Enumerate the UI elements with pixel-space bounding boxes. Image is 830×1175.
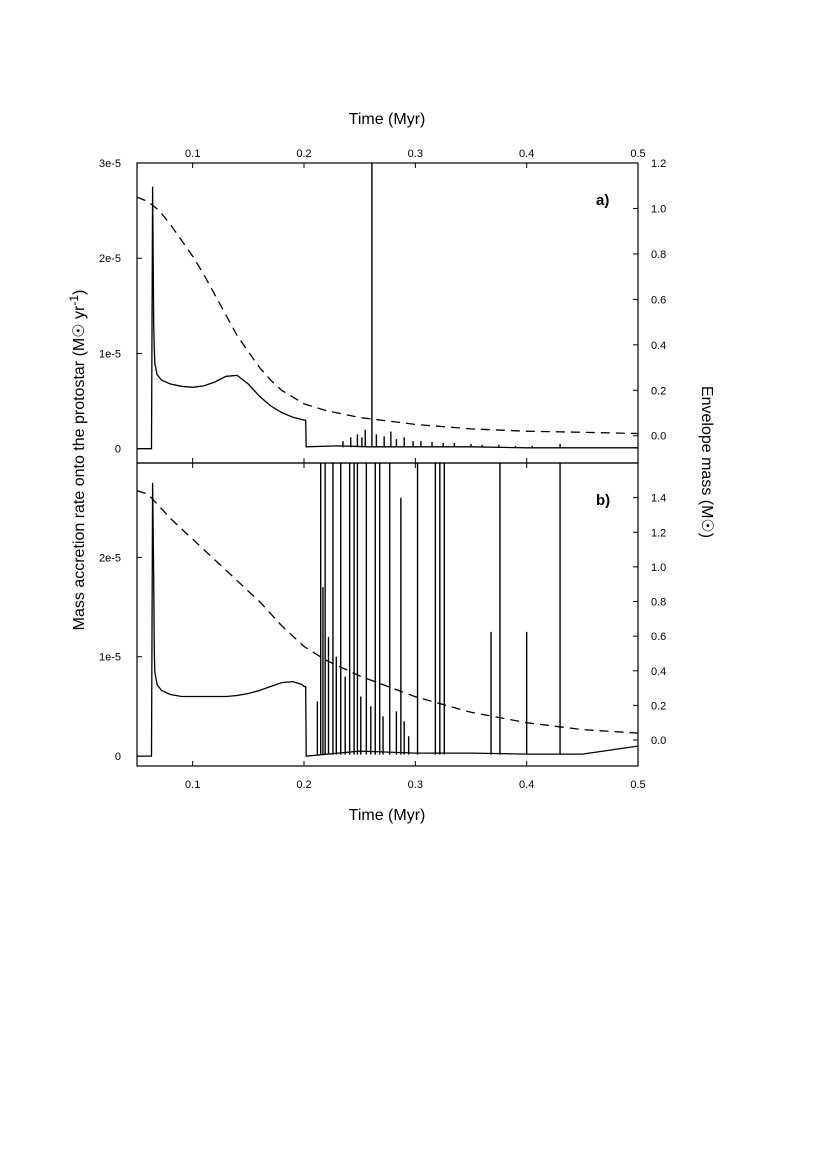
- envelope-mass-line: [136, 490, 639, 734]
- y-right-tick-label: 0.4: [651, 666, 666, 678]
- y-right-tick-label: 0.8: [651, 597, 666, 609]
- top-x-tick-label: 0.3: [408, 148, 423, 160]
- x-axis-title: Time (Myr): [349, 807, 426, 824]
- y-left-tick-label: 1e-5: [99, 652, 121, 664]
- y-right-tick-label: 0.0: [651, 431, 666, 443]
- y-right-tick-label: 0.2: [651, 700, 666, 712]
- accretion-rate-line: [137, 186, 638, 450]
- x-tick-label: 0.2: [296, 779, 311, 791]
- y-right-tick-label: 0.8: [651, 249, 666, 261]
- y-left-tick-label: 0: [115, 751, 121, 763]
- accretion-rate-line: [137, 482, 639, 757]
- x-tick-label: 0.5: [630, 779, 645, 791]
- panels: 0.1 0.2 0.3 0.4 0.5 0 1e-5 2e-5 3e-5 0.0 0.2 0.4 0.6…: [99, 148, 666, 791]
- y-left-tick-label: 3e-5: [99, 158, 121, 170]
- y-right-tick-label: 1.0: [651, 562, 666, 574]
- panel-label: b): [596, 492, 610, 509]
- y-right-tick-label: 1.0: [651, 203, 666, 215]
- envelope-mass-line: [136, 196, 639, 435]
- x-tick-label: 0.4: [519, 779, 534, 791]
- y-left-axis-title: Mass accretion rate onto the protostar (…: [67, 290, 88, 631]
- x-tick-label: 0.3: [408, 779, 423, 791]
- y-left-tick-label: 2e-5: [99, 552, 121, 564]
- top-x-tick-label: 0.4: [519, 148, 534, 160]
- y-right-tick-label: 1.2: [651, 527, 666, 539]
- plot-frame: [136, 462, 639, 767]
- y-right-tick-label: 1.2: [651, 158, 666, 170]
- x-tick-label: 0.1: [185, 779, 200, 791]
- panel-b: 0.1 0.2 0.3 0.4 0.5 0 1e-5 2e-5 0.0 0.2 0.4 0.6 0.8 1…: [99, 462, 666, 791]
- top-axis-title: Time (Myr): [349, 111, 426, 128]
- y-left-tick-label: 1e-5: [99, 348, 121, 360]
- y-right-axis-title: Envelope mass (M☉): [698, 386, 715, 538]
- y-right-tick-label: 0.4: [651, 340, 666, 352]
- top-x-tick-label: 0.2: [296, 148, 311, 160]
- y-right-tick-label: 0.6: [651, 294, 666, 306]
- top-x-tick-label: 0.5: [630, 148, 645, 160]
- top-x-tick-label: 0.1: [185, 148, 200, 160]
- y-right-tick-label: 0.6: [651, 631, 666, 643]
- y-right-tick-label: 0.2: [651, 385, 666, 397]
- y-left-tick-label: 2e-5: [99, 253, 121, 265]
- y-right-tick-label: 0.0: [651, 735, 666, 747]
- panel-label: a): [596, 192, 609, 209]
- plot-frame: [136, 162, 639, 464]
- y-left-tick-label: 0: [115, 444, 121, 456]
- y-right-tick-label: 1.4: [651, 493, 666, 505]
- panel-a: 0.1 0.2 0.3 0.4 0.5 0 1e-5 2e-5 3e-5 0.0 0.2 0.4 0.6…: [99, 148, 666, 464]
